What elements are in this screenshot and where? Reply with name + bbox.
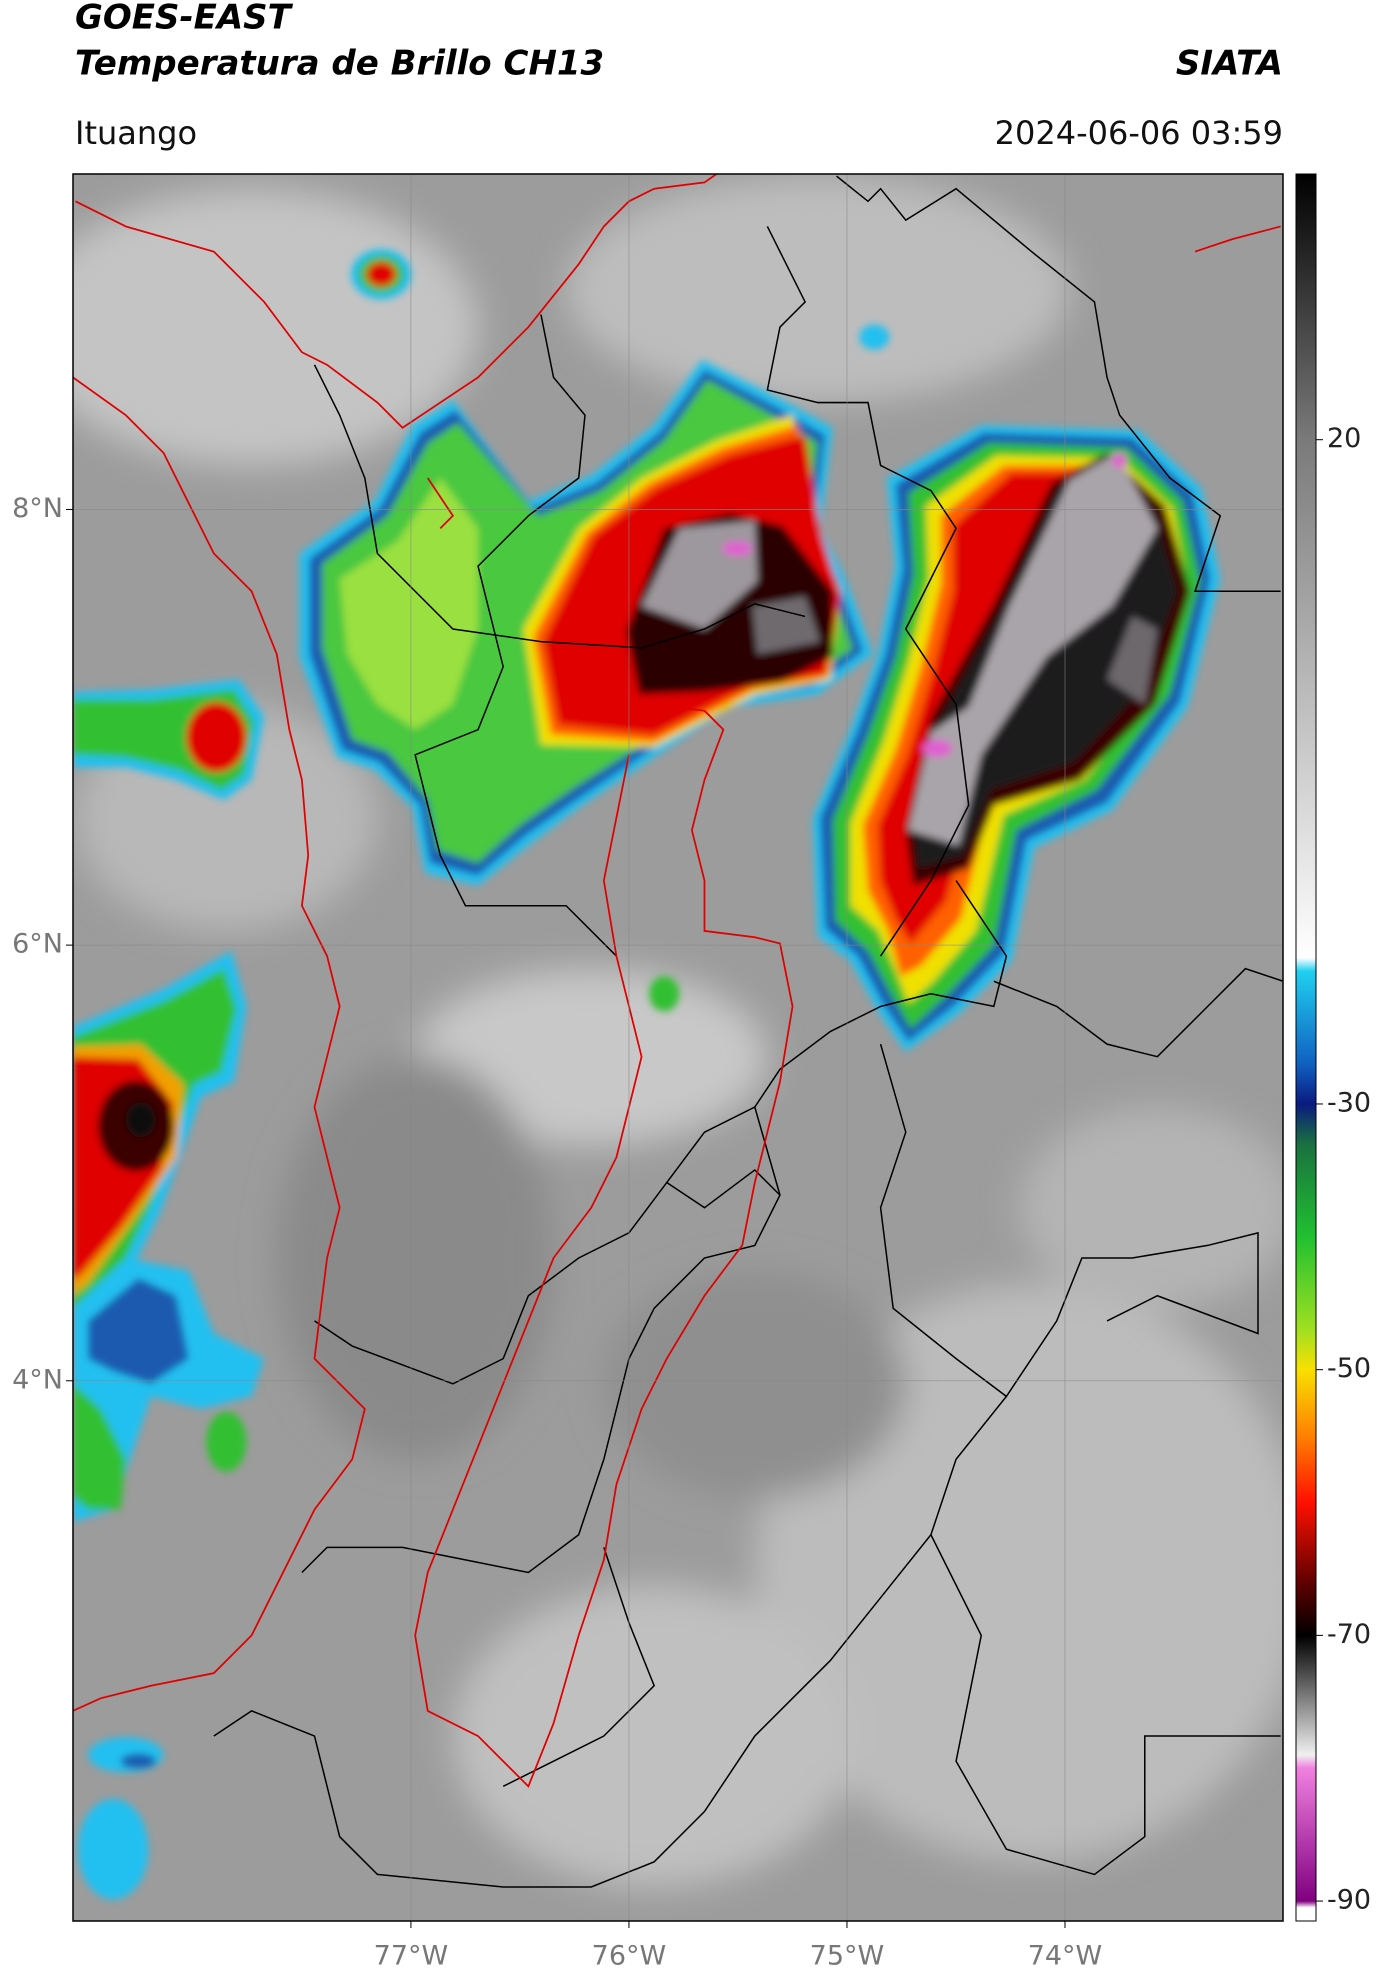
y-tick-label: 4°N (12, 1364, 63, 1395)
colorbar-tick-label: -50 (1327, 1353, 1371, 1384)
imagery (73, 174, 1283, 1900)
coast-and-region-borders (73, 174, 1281, 1788)
colorbar-tick-label: -30 (1327, 1087, 1371, 1118)
title-line: GOES-EAST (75, 0, 294, 38)
x-tick-label: 75°W (810, 1941, 885, 1972)
title-line: Temperatura de Brillo CH13 (75, 44, 604, 84)
colorbar (1295, 173, 1317, 1922)
map-frame (72, 173, 1284, 1922)
x-tick-label: 77°W (374, 1941, 449, 1972)
map-area (73, 174, 1283, 1921)
cloud-texture (73, 176, 1283, 1887)
y-tick-label: 6°N (12, 929, 63, 960)
admin-borders (213, 175, 1283, 1888)
y-tick-label: 8°N (12, 493, 63, 524)
location: Ituango (75, 114, 197, 152)
colorbar-tick-label: -70 (1327, 1619, 1371, 1650)
x-tick-label: 76°W (592, 1941, 667, 1972)
source: SIATA (1176, 44, 1283, 84)
timestamp: 2024-06-06 03:59 (995, 114, 1283, 152)
colorbar-tick-label: -90 (1327, 1885, 1371, 1916)
colorbar-tick-label: 20 (1327, 423, 1361, 454)
storms (73, 249, 1221, 1900)
x-tick-label: 74°W (1028, 1941, 1103, 1972)
